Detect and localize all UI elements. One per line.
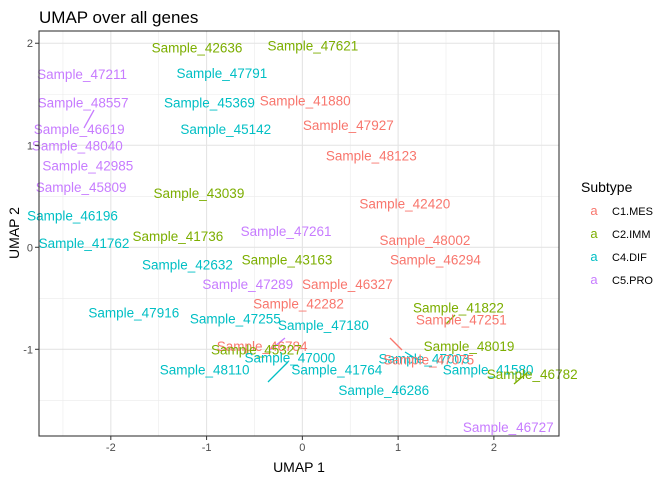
label-connector-lines [83,109,529,385]
sample-label: Sample_47180 [278,318,369,333]
sample-label: Sample_41822 [413,300,504,315]
sample-label: Sample_47075 [383,352,474,367]
sample-label: Sample_46294 [390,253,481,268]
label-connector [389,337,403,351]
sample-label: Sample_42420 [359,196,450,211]
sample-label: Sample_47251 [416,313,507,328]
x-tick-label: 1 [395,442,401,454]
sample-label: Sample_46727 [463,420,554,435]
sample-label: Sample_45809 [36,180,127,195]
legend-title: Subtype [581,179,633,195]
label-connector [404,351,419,361]
sample-label: Sample_41762 [39,236,130,251]
sample-label: Sample_47255 [190,312,281,327]
x-tick-label: 0 [299,442,305,454]
sample-label: Sample_41736 [132,229,223,244]
sample-label: Sample_42282 [253,296,344,311]
plot-panel [39,31,559,436]
legend: Subtype a C1.MES a C2.IMM a C4.DIF a C5.PRO [581,179,653,287]
label-connector [445,314,456,325]
sample-label: Sample_47791 [176,66,267,81]
sample-label: Sample_48040 [32,138,123,153]
x-tick-label: -1 [202,442,212,454]
sample-label: Sample_48123 [326,148,417,163]
legend-entry-label: C4.DIF [612,252,647,264]
axes: -2 -1 0 1 2 -1 0 1 2 [23,38,497,454]
legend-key-glyph: a [590,272,598,287]
legend-entry-label: C5.PRO [612,275,653,287]
sample-label: Sample_46196 [27,209,118,224]
grid-lines [39,31,559,436]
sample-label: Sample_47261 [241,224,332,239]
y-tick-label: -1 [23,344,33,356]
sample-label: Sample_46782 [487,367,578,382]
sample-label: Sample_41880 [260,93,351,108]
y-tick-label: 1 [27,140,33,152]
point-labels: Sample_42636 Sample_47621 Sample_47211 Samp… [27,38,577,435]
legend-entry-label: C1.MES [612,206,653,218]
legend-key-glyph: a [590,226,598,241]
sample-label: Sample_47000 [244,350,335,365]
sample-label: Sample_48019 [424,339,515,354]
sample-label: Sample_48002 [380,233,471,248]
sample-label: Sample_46784 [217,339,308,354]
y-tick-label: 2 [27,38,33,50]
sample-label: Sample_43163 [242,253,333,268]
y-axis-title: UMAP 2 [6,207,22,259]
sample-label: Sample_45327 [211,342,302,357]
y-tick-label: 0 [27,242,33,254]
label-connector [513,371,529,385]
x-tick-label: 2 [491,442,497,454]
sample-label: Sample_45142 [180,122,271,137]
label-connector [269,337,286,351]
sample-label: Sample_43039 [154,186,245,201]
sample-label: Sample_47003 [379,351,470,366]
legend-key-glyph: a [590,249,598,264]
sample-label: Sample_47211 [37,67,127,82]
x-tick-label: -2 [106,442,116,454]
legend-key-glyph: a [590,203,598,218]
sample-label: Sample_46327 [302,277,393,292]
label-connector [83,109,95,129]
sample-label: Sample_47289 [202,277,293,292]
sample-label: Sample_46619 [34,122,125,137]
chart-title: UMAP over all genes [39,8,198,27]
sample-label: Sample_42985 [42,159,133,174]
legend-entry-label: C2.IMM [612,229,651,241]
sample-label: Sample_46286 [338,383,429,398]
sample-label: Sample_48110 [160,363,250,378]
sample-label: Sample_47621 [267,38,358,53]
sample-label: Sample_42636 [152,40,243,55]
label-connector [267,361,289,383]
x-axis-title: UMAP 1 [273,459,325,475]
sample-label: Sample_42632 [142,258,233,273]
sample-label: Sample_45369 [164,95,255,110]
sample-label: Sample_41764 [291,363,382,378]
sample-label: Sample_48557 [38,95,129,110]
sample-label: Sample_47916 [88,306,179,321]
plot-panel-border [38,30,560,437]
sample-label: Sample_47927 [303,118,394,133]
sample-label: Sample_41580 [443,363,534,378]
